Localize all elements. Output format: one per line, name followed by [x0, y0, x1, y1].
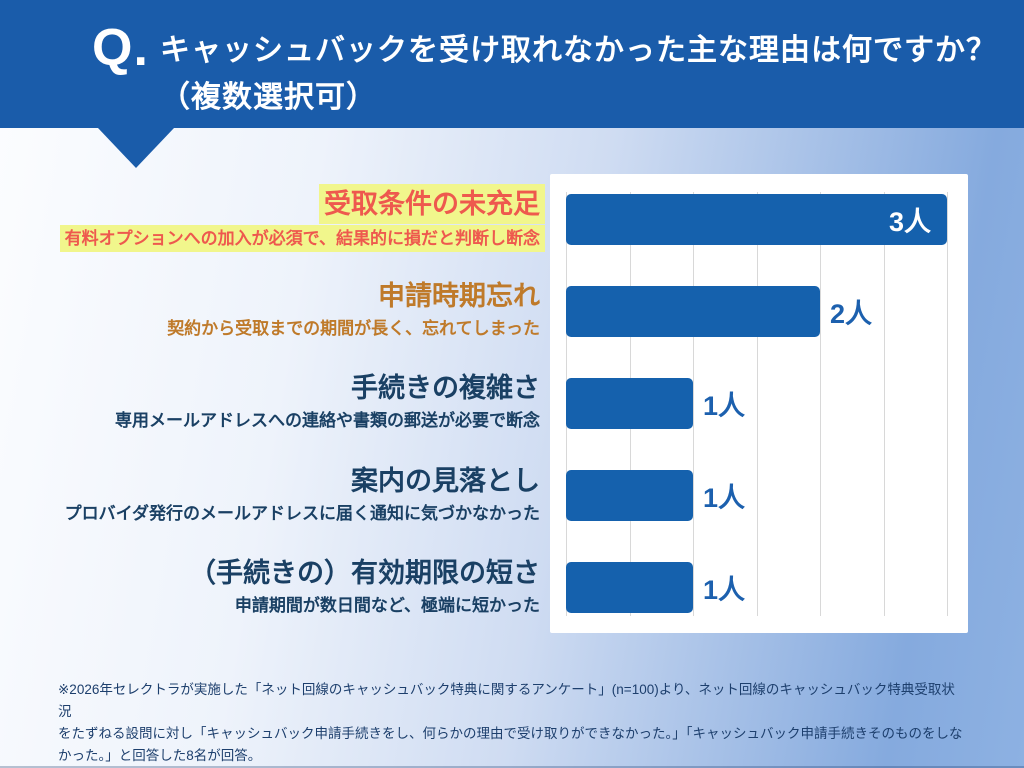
category-title: 案内の見落とし [351, 466, 540, 496]
category-title: （手続きの）有効期限の短さ [189, 558, 540, 588]
gridline [884, 192, 885, 616]
bar-value-label: 3人 [888, 207, 931, 237]
footnote-line: ※2026年セレクトラが実施した「ネット回線のキャッシュバック特典に関するアンケ… [58, 682, 955, 719]
category-item: 手続きの複雑さ 専用メールアドレスへの連絡や書類の郵送が必要で断念 [20, 369, 540, 433]
bar-value-label: 1人 [703, 391, 746, 421]
footnote-line: をたずねる設問に対し「キャッシュバック申請手続きをし、何らかの理由で受け取りがで… [58, 726, 963, 741]
bar-value-label: 1人 [703, 483, 746, 513]
gridline [693, 192, 694, 616]
question-q-mark: Q. [92, 19, 149, 77]
footnote-line: かった。」と回答した8名が回答。 [58, 748, 262, 763]
bar-手続きの複雑さ [566, 378, 693, 429]
bar-（手続きの）有効期限の短さ [566, 562, 693, 613]
bottom-edge-line [0, 766, 1024, 768]
category-item: 案内の見落とし プロバイダ発行のメールアドレスに届く通知に気づかなかった [20, 462, 540, 526]
bar-value-label: 1人 [703, 575, 746, 605]
bar-申請時期忘れ [566, 286, 820, 337]
category-title: 受取条件の未充足 [319, 184, 545, 224]
category-title: 申請時期忘れ [378, 281, 540, 311]
bar-案内の見落とし [566, 470, 693, 521]
category-title: 手続きの複雑さ [351, 373, 540, 403]
question-title-line2: （複数選択可） [160, 81, 377, 114]
question-title: キャッシュバックを受け取れなかった主な理由は何ですか？ （複数選択可） [160, 27, 997, 121]
category-subtitle: 専用メールアドレスへの連絡や書類の郵送が必要で断念 [115, 411, 540, 430]
bar-chart-panel: 3人 2人 1人 1人 1人 [550, 174, 968, 633]
category-subtitle: プロバイダ発行のメールアドレスに届く通知に気づかなかった [64, 504, 540, 523]
category-subtitle: 申請期間が数日間など、極端に短かった [234, 596, 540, 615]
survey-footnote: ※2026年セレクトラが実施した「ネット回線のキャッシュバック特典に関するアンケ… [58, 679, 968, 767]
category-item: 受取条件の未充足 有料オプションへの加入が必須で、結果的に損だと判断し断念 [25, 184, 545, 252]
bar-chart-plot-area: 3人 2人 1人 1人 1人 [566, 174, 948, 633]
category-subtitle: 有料オプションへの加入が必須で、結果的に損だと判断し断念 [59, 225, 545, 252]
gridline [757, 192, 758, 616]
category-item: 申請時期忘れ 契約から受取までの期間が長く、忘れてしまった [20, 277, 540, 341]
gridline [820, 192, 821, 616]
bar-value-label: 2人 [830, 299, 873, 329]
speech-pointer-triangle [98, 128, 174, 168]
category-item: （手続きの）有効期限の短さ 申請期間が数日間など、極端に短かった [20, 554, 540, 618]
gridline [947, 192, 948, 616]
category-subtitle: 契約から受取までの期間が長く、忘れてしまった [167, 319, 540, 338]
question-title-line1: キャッシュバックを受け取れなかった主な理由は何ですか？ [160, 34, 997, 67]
bar-受取条件の未充足 [566, 194, 947, 245]
question-header: Q. キャッシュバックを受け取れなかった主な理由は何ですか？ （複数選択可） [0, 0, 1024, 128]
